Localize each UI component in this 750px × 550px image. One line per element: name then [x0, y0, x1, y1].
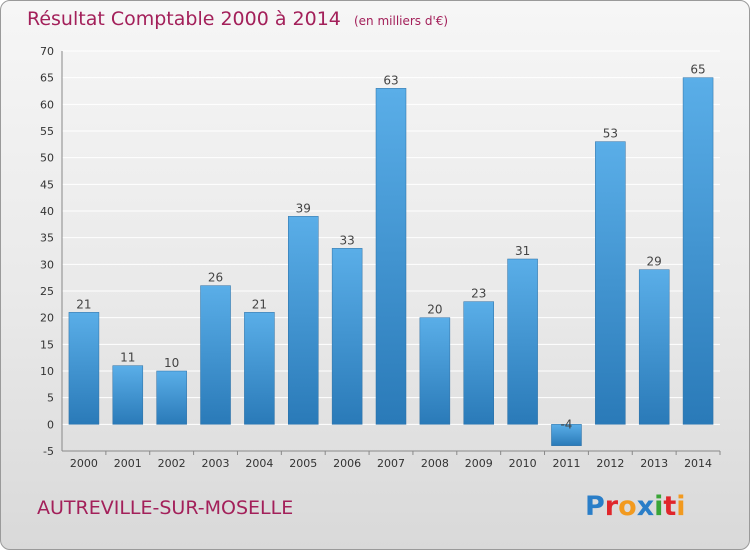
y-tick-label: 40: [40, 205, 54, 218]
brand-letter: i: [676, 491, 686, 522]
y-tick-label: 35: [40, 232, 54, 245]
brand-letter: i: [654, 491, 664, 522]
title-text: Résultat Comptable 2000 à 2014: [27, 8, 341, 30]
y-tick-label: 60: [40, 98, 54, 111]
x-tick-label-2010: 2010: [509, 457, 537, 470]
bar-2007: [375, 88, 407, 425]
x-tick-label-2014: 2014: [684, 457, 712, 470]
x-tick-label-2006: 2006: [333, 457, 361, 470]
x-tick-label-2008: 2008: [421, 457, 449, 470]
x-tick-label-2009: 2009: [465, 457, 493, 470]
x-tick-label-2011: 2011: [552, 457, 580, 470]
data-label-2000: 21: [76, 297, 91, 311]
brand-letter: r: [604, 491, 619, 522]
data-label-2012: 53: [603, 127, 618, 141]
x-tick-label-2000: 2000: [70, 457, 98, 470]
y-tick-label: 20: [40, 312, 54, 325]
y-tick-label: 45: [40, 178, 54, 191]
commune-name: AUTREVILLE-SUR-MOSELLE: [37, 497, 294, 519]
data-label-2007: 63: [383, 73, 398, 87]
bar-2005: [288, 216, 319, 425]
chart-title: Résultat Comptable 2000 à 2014 (en milli…: [27, 8, 448, 30]
bar-2006: [331, 248, 363, 425]
bar-2010: [507, 258, 538, 425]
y-tick-label: -5: [43, 445, 54, 458]
x-tick-label-2012: 2012: [596, 457, 624, 470]
data-label-2003: 26: [208, 271, 223, 285]
y-tick-label: 10: [40, 365, 54, 378]
bar-2012: [595, 141, 626, 425]
x-tick-label-2003: 2003: [202, 457, 230, 470]
bar-2000: [68, 312, 100, 425]
bar-2013: [638, 269, 670, 425]
y-tick-label: 5: [47, 392, 54, 405]
data-label-2009: 23: [471, 287, 486, 301]
bar-2009: [463, 301, 494, 425]
bar-2014: [682, 77, 714, 425]
y-tick-label: 65: [40, 72, 54, 85]
x-tick-label-2001: 2001: [114, 457, 142, 470]
x-tick-label-2004: 2004: [245, 457, 273, 470]
proxiti-logo: Proxiti: [585, 491, 686, 522]
data-label-2002: 10: [164, 356, 179, 370]
bar-2011: [551, 424, 582, 446]
bar-2002: [156, 370, 187, 425]
data-label-2014: 65: [690, 63, 705, 77]
data-label-2011: -4: [560, 417, 572, 431]
brand-letter: P: [585, 491, 605, 522]
bar-2008: [419, 317, 451, 425]
x-tick-label-2005: 2005: [289, 457, 317, 470]
data-label-2001: 11: [120, 351, 135, 365]
bar-2004: [244, 312, 275, 425]
x-tick-label-2013: 2013: [640, 457, 668, 470]
bar-2001: [112, 365, 144, 425]
brand-letter: o: [618, 491, 637, 522]
y-tick-label: 50: [40, 152, 54, 165]
x-tick-label-2007: 2007: [377, 457, 405, 470]
data-label-2013: 29: [647, 255, 662, 269]
y-tick-label: 0: [47, 418, 54, 431]
data-label-2010: 31: [515, 244, 530, 258]
x-tick-label-2002: 2002: [158, 457, 186, 470]
data-label-2004: 21: [252, 297, 267, 311]
bar-2003: [200, 285, 231, 425]
y-tick-label: 55: [40, 125, 54, 138]
y-tick-label: 25: [40, 285, 54, 298]
unit-text: (en milliers d'€): [353, 14, 449, 28]
brand-letter: x: [636, 491, 655, 522]
data-label-2005: 39: [296, 201, 311, 215]
brand-letter: t: [663, 491, 677, 522]
y-tick-label: 30: [40, 258, 54, 271]
y-tick-label: 15: [40, 338, 54, 351]
data-label-2008: 20: [427, 303, 442, 317]
data-label-2006: 33: [339, 233, 354, 247]
y-tick-label: 70: [40, 45, 54, 58]
